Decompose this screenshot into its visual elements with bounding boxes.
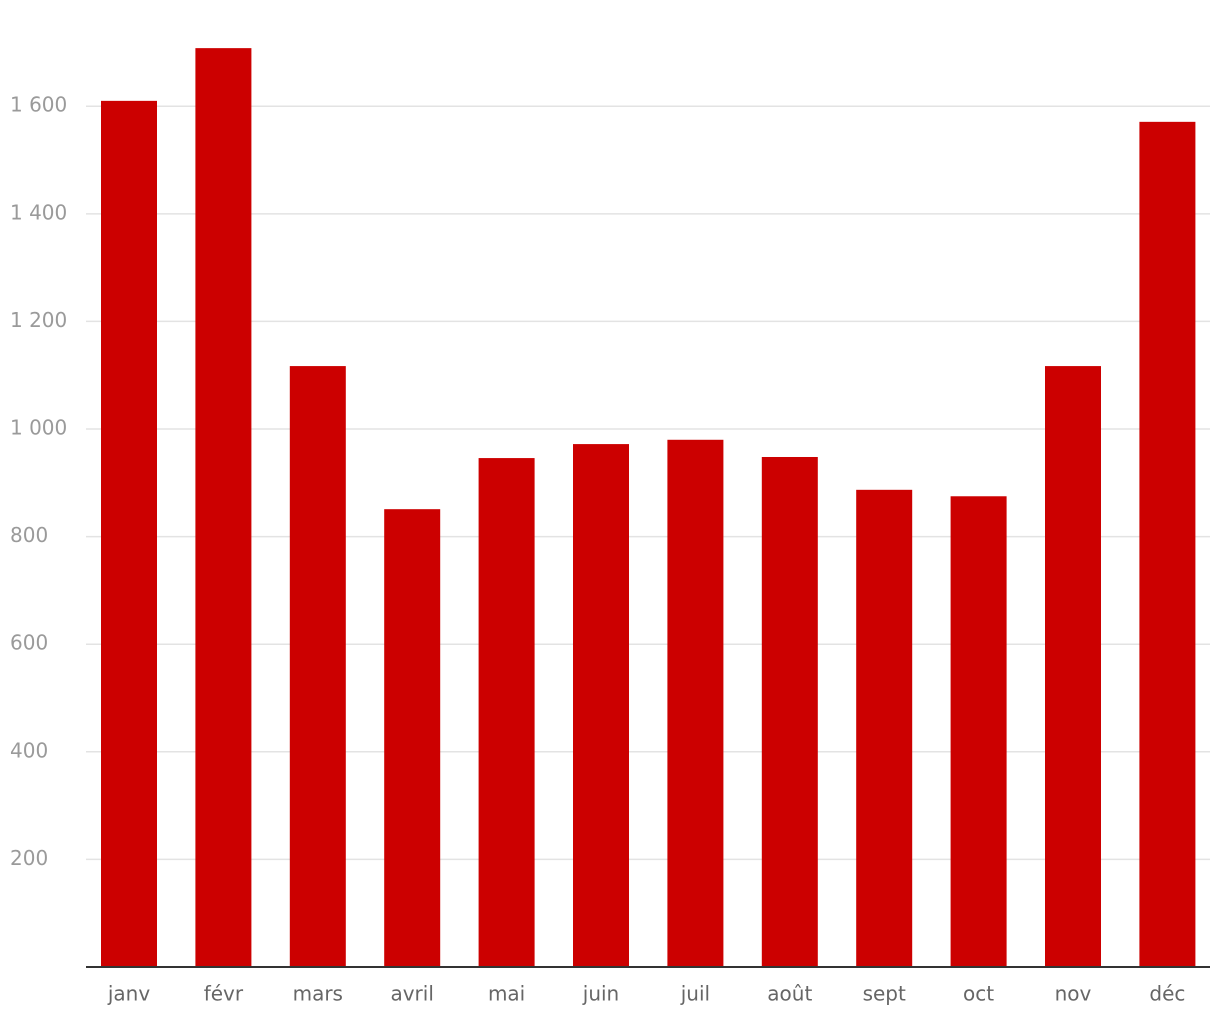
x-tick-label: juil (680, 982, 710, 1006)
y-tick-label: 200 (10, 846, 48, 870)
x-tick-label: juin (582, 982, 619, 1006)
bar (667, 439, 724, 968)
bar (573, 444, 629, 968)
bar (856, 489, 913, 967)
x-tick-label: août (767, 982, 812, 1006)
x-tick-label: févr (204, 982, 244, 1006)
x-tick-label: nov (1055, 982, 1092, 1006)
bar (950, 496, 1007, 967)
x-tick-label: avril (390, 982, 433, 1006)
y-tick-label: 1 000 (10, 416, 67, 440)
x-tick-label: mai (488, 982, 525, 1006)
y-tick-label: 800 (10, 523, 48, 547)
bar (1045, 366, 1101, 967)
bar (478, 458, 535, 967)
y-tick-label: 1 600 (10, 93, 67, 117)
x-tick-label: mars (293, 982, 343, 1006)
bar (1139, 121, 1196, 968)
x-tick-label: janv (107, 982, 150, 1006)
bar (195, 48, 252, 967)
bar (101, 100, 157, 967)
y-tick-label: 1 200 (10, 308, 67, 332)
y-tick-label: 600 (10, 631, 48, 655)
bar (384, 509, 441, 967)
x-tick-label: oct (963, 982, 994, 1006)
bar (289, 366, 346, 967)
x-tick-label: sept (863, 982, 906, 1006)
bar (761, 456, 818, 967)
x-tick-label: déc (1149, 982, 1185, 1006)
y-tick-label: 400 (10, 738, 48, 762)
y-tick-label: 1 400 (10, 200, 67, 224)
